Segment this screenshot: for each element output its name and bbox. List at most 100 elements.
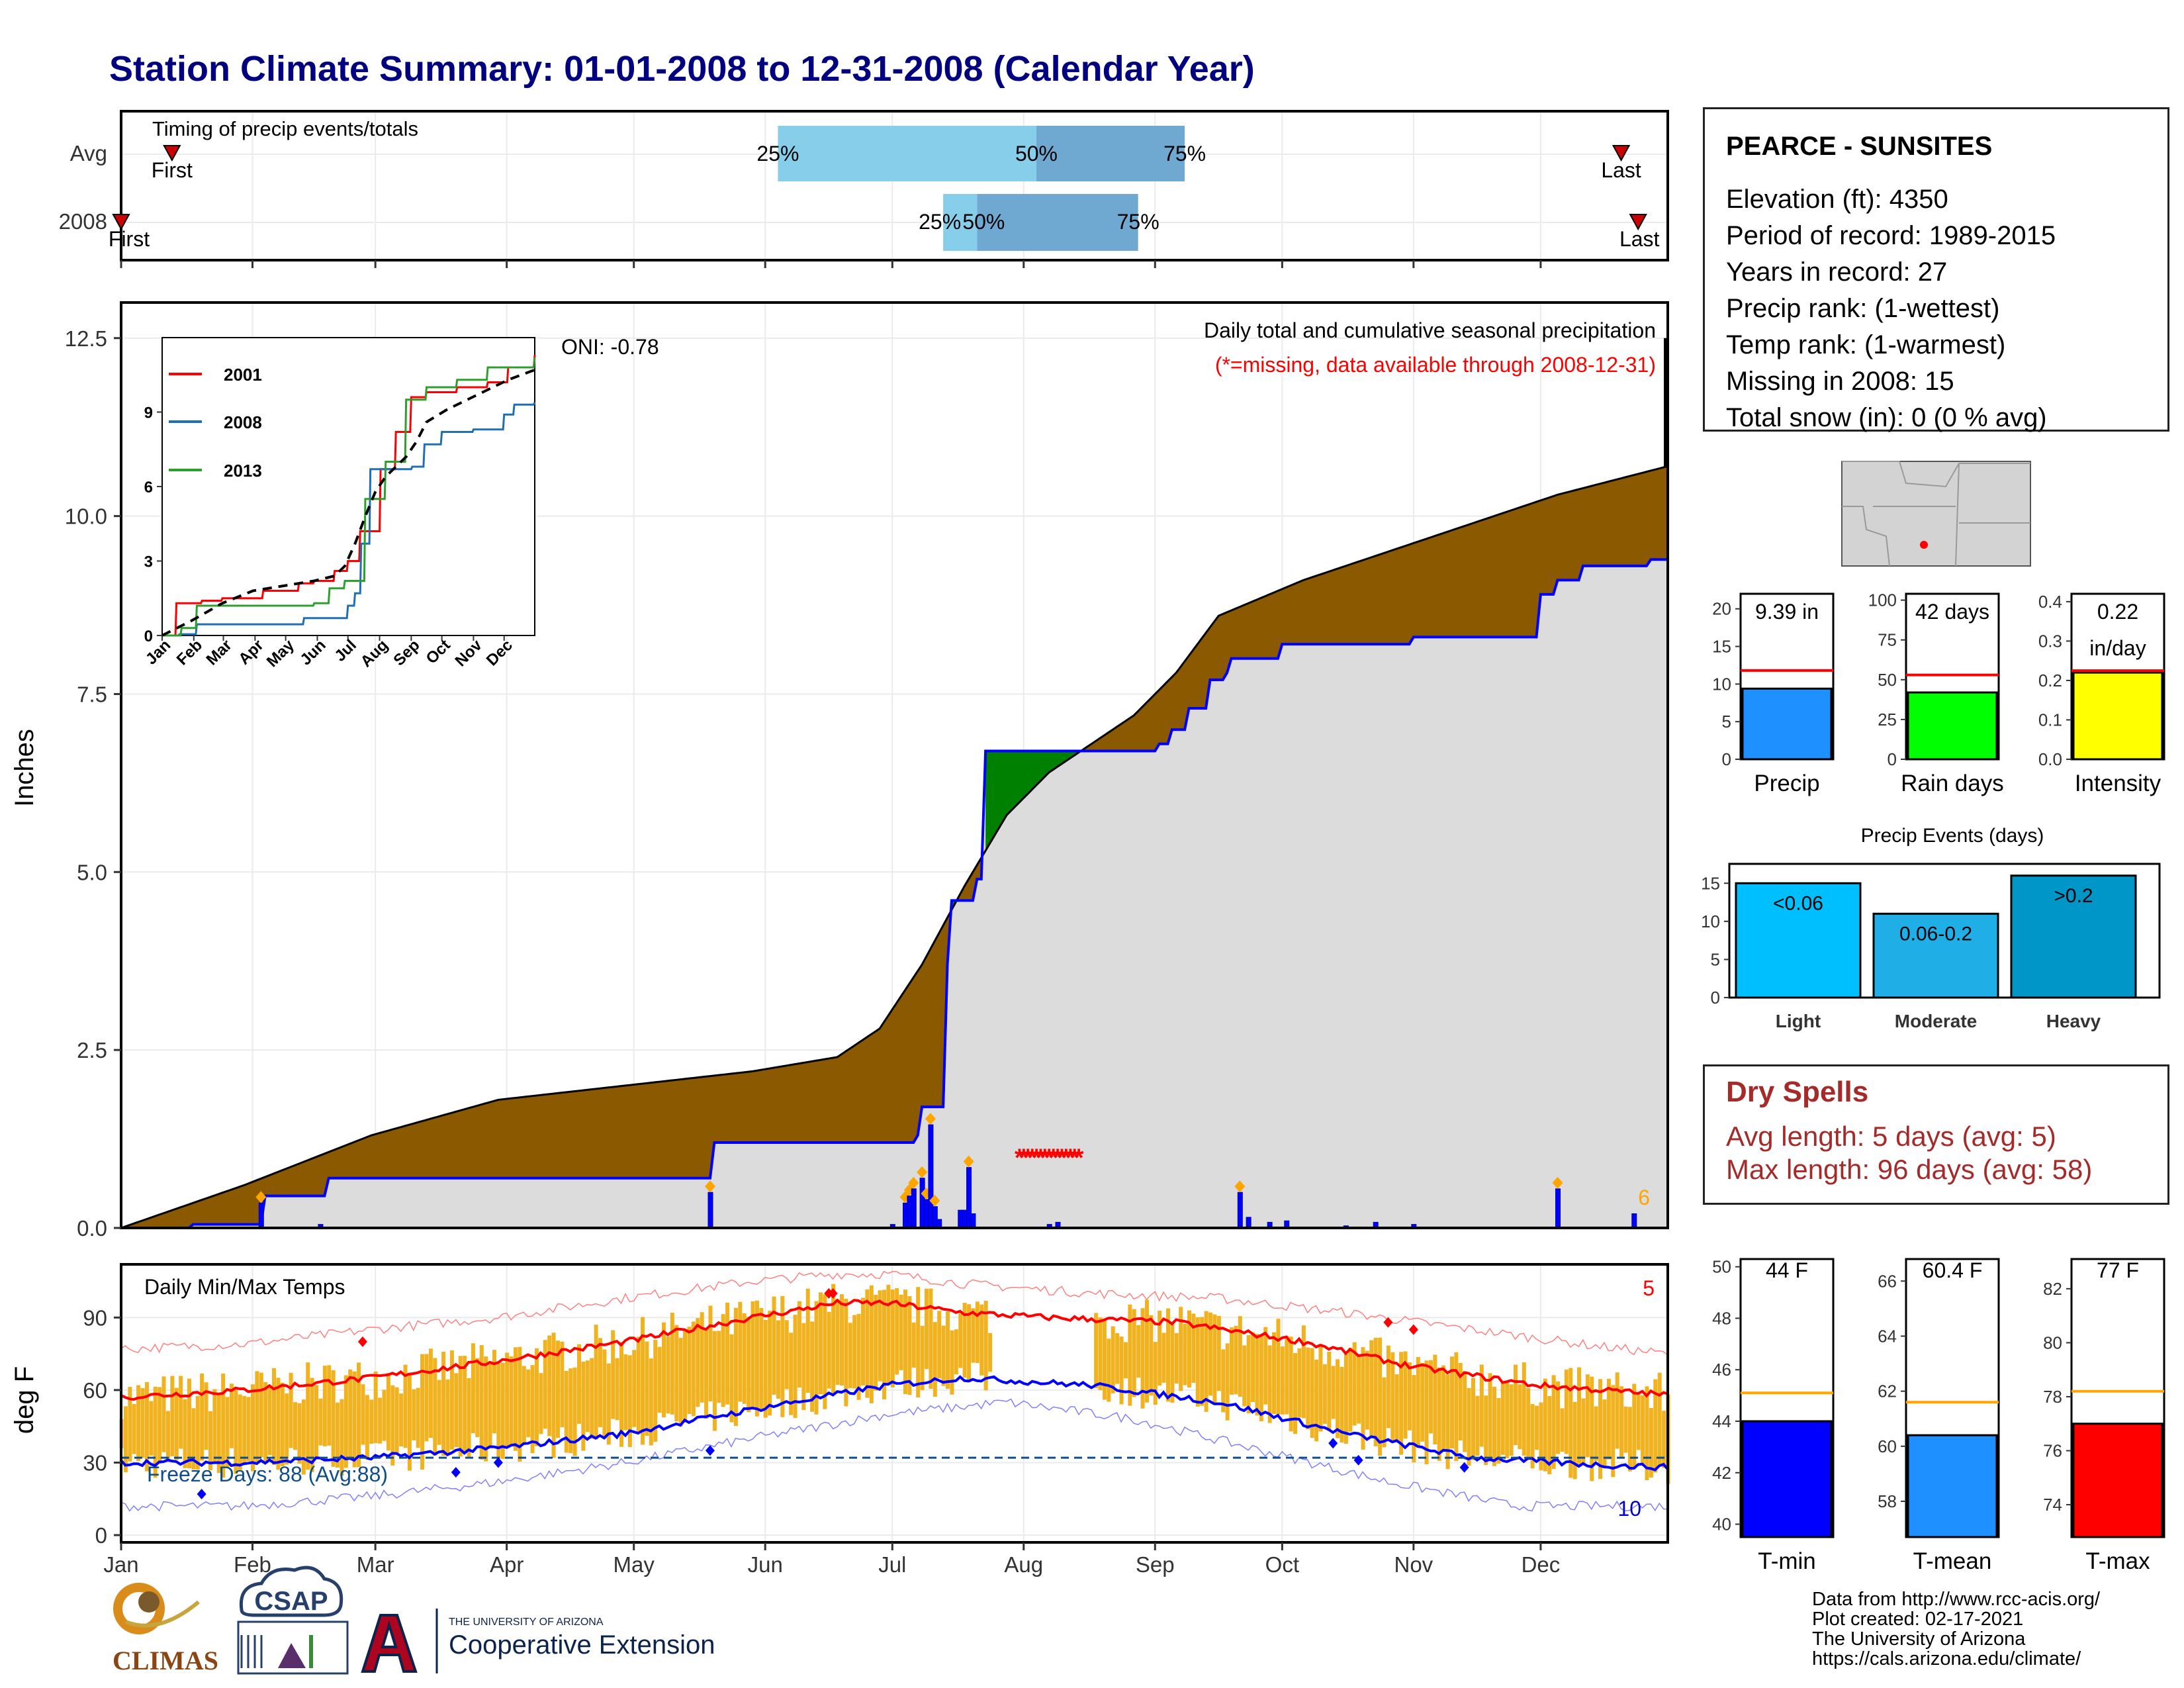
daily-temp-bar	[458, 1356, 463, 1457]
daily-temp-bar	[1318, 1346, 1323, 1432]
daily-temp-bar	[1645, 1386, 1649, 1480]
event-bar-heavy	[2010, 874, 2137, 999]
daily-temp-bar	[1484, 1395, 1488, 1466]
temp-summary-bars: 40 42 44 46 48 50 44 F T-min 58 60 62 64 66 60.4 F T-m…	[1712, 1257, 2165, 1574]
station-info-box: PEARCE - SUNSITES Elevation (ft): 4350 P…	[1703, 107, 2169, 432]
inset-ytick-label: 6	[144, 479, 153, 496]
precip-header: Daily total and cumulative seasonal prec…	[1204, 318, 1656, 342]
daily-temp-bar	[1340, 1366, 1344, 1443]
daily-temp-bar	[200, 1373, 205, 1461]
temp-panel: 0 30 60 90 deg F Daily Min/Max Temps Freeze…	[10, 1263, 1670, 1577]
daily-temp-bar	[1183, 1323, 1187, 1385]
daily-temp-bar	[890, 1289, 895, 1387]
record-low-marker	[1459, 1462, 1469, 1473]
daily-temp-bar	[1251, 1332, 1255, 1402]
precip-areas	[120, 338, 1668, 1229]
daily-temp-bar	[793, 1315, 797, 1419]
daily-temp-bar	[1365, 1350, 1369, 1430]
timing-2008-last-label: Last	[1619, 227, 1660, 251]
daily-temp-bar	[149, 1401, 154, 1456]
daily-temp-bar	[336, 1402, 340, 1468]
summary-value-precip: 9.39 in	[1755, 600, 1819, 624]
missing-day-marker: *	[1023, 1144, 1033, 1172]
daily-temp-bar	[983, 1300, 988, 1391]
daily-precip-bar	[707, 1192, 713, 1229]
temp-ytick-label: 30	[83, 1450, 107, 1475]
daily-temp-bar	[818, 1292, 823, 1395]
daily-temp-bar	[920, 1325, 925, 1390]
daily-temp-bar	[564, 1370, 569, 1453]
daily-temp-bar	[907, 1296, 912, 1395]
daily-temp-bar	[386, 1372, 390, 1451]
record-low-marker	[1328, 1438, 1338, 1449]
extreme-precip-marker	[963, 1155, 974, 1168]
station-name: PEARCE - SUNSITES	[1726, 132, 1993, 161]
daily-temp-bar	[1102, 1319, 1107, 1400]
summary-tick-label: 25	[1878, 710, 1897, 729]
daily-temp-bar	[382, 1389, 387, 1441]
event-bar-light	[1735, 882, 1862, 999]
events-tick-label: 15	[1701, 873, 1720, 893]
daily-temp-bar	[1594, 1406, 1598, 1461]
timing-2008-first-marker	[112, 214, 130, 231]
summary-bar-raindays	[1907, 691, 1998, 761]
missing-day-marker: *	[1069, 1144, 1079, 1172]
daily-temp-bar	[1200, 1317, 1205, 1406]
daily-temp-bar	[1649, 1407, 1653, 1478]
record-max-line	[120, 1270, 1668, 1356]
precip-ytick-label: 12.5	[65, 326, 107, 351]
summary-label-precip: Precip	[1754, 771, 1819, 796]
summary-label-intensity: Intensity	[2075, 771, 2161, 796]
temp-summary-tick-label: 42	[1712, 1463, 1731, 1483]
daily-temp-bar	[1153, 1342, 1158, 1405]
footer-line-3: The University of Arizona	[1812, 1628, 2026, 1650]
daily-temp-bar	[1136, 1325, 1141, 1378]
timing-avg-early	[778, 126, 1036, 181]
daily-temp-bar	[611, 1330, 615, 1419]
summary-tick-label: 0.0	[2038, 749, 2062, 769]
daily-temp-bar	[1463, 1371, 1467, 1452]
extreme-precip-marker	[908, 1176, 919, 1189]
daily-temp-bar	[1445, 1374, 1450, 1470]
daily-temp-bar	[424, 1354, 429, 1442]
daily-temp-bar	[1623, 1406, 1628, 1453]
daily-temp-bar	[1530, 1404, 1535, 1469]
daily-temp-bar	[547, 1335, 552, 1436]
daily-temp-bar	[581, 1361, 586, 1451]
summary-label-raindays: Rain days	[1901, 771, 2004, 796]
extreme-precip-marker	[917, 1166, 928, 1178]
daily-temp-bar	[687, 1327, 692, 1415]
daily-temp-bar	[789, 1333, 794, 1415]
station-map	[1841, 461, 2031, 567]
timing-2008-late	[977, 194, 1138, 251]
daily-temp-bar	[280, 1382, 285, 1466]
daily-temp-bar	[416, 1387, 420, 1448]
missing-day-marker: *	[1061, 1144, 1071, 1172]
temp-ytick-label: 60	[83, 1378, 107, 1403]
daily-temp-bar	[1577, 1367, 1582, 1465]
temp-ytick-label: 90	[83, 1305, 107, 1330]
daily-temp-bar	[712, 1331, 717, 1431]
summary-tick-label: 0.1	[2038, 710, 2062, 729]
temp-summary-bar-tmin	[1741, 1420, 1833, 1538]
daily-temp-bar	[437, 1380, 441, 1445]
record-low-marker	[1353, 1454, 1363, 1466]
daily-temp-bar	[1208, 1312, 1213, 1396]
record-high-marker	[1383, 1317, 1393, 1328]
daily-temp-bar	[674, 1325, 679, 1422]
daily-temp-bar	[331, 1370, 336, 1467]
station-line-5: Temp rank: (1-warmest)	[1726, 330, 2006, 359]
ua-small-text: THE UNIVERSITY OF ARIZONA	[449, 1617, 604, 1628]
extreme-count: 6	[1638, 1186, 1650, 1209]
daily-temp-bar	[967, 1304, 972, 1382]
daily-temp-bar	[1255, 1333, 1259, 1416]
daily-temp-bar	[492, 1350, 496, 1434]
month-tick-label: Sep	[1136, 1552, 1175, 1577]
record-low-marker	[451, 1467, 461, 1478]
daily-temp-bar	[289, 1372, 293, 1448]
daily-temp-bar	[454, 1373, 459, 1448]
daily-temp-bar	[1179, 1307, 1183, 1391]
daily-temp-bar	[1263, 1327, 1268, 1405]
daily-temp-bar	[327, 1365, 332, 1446]
